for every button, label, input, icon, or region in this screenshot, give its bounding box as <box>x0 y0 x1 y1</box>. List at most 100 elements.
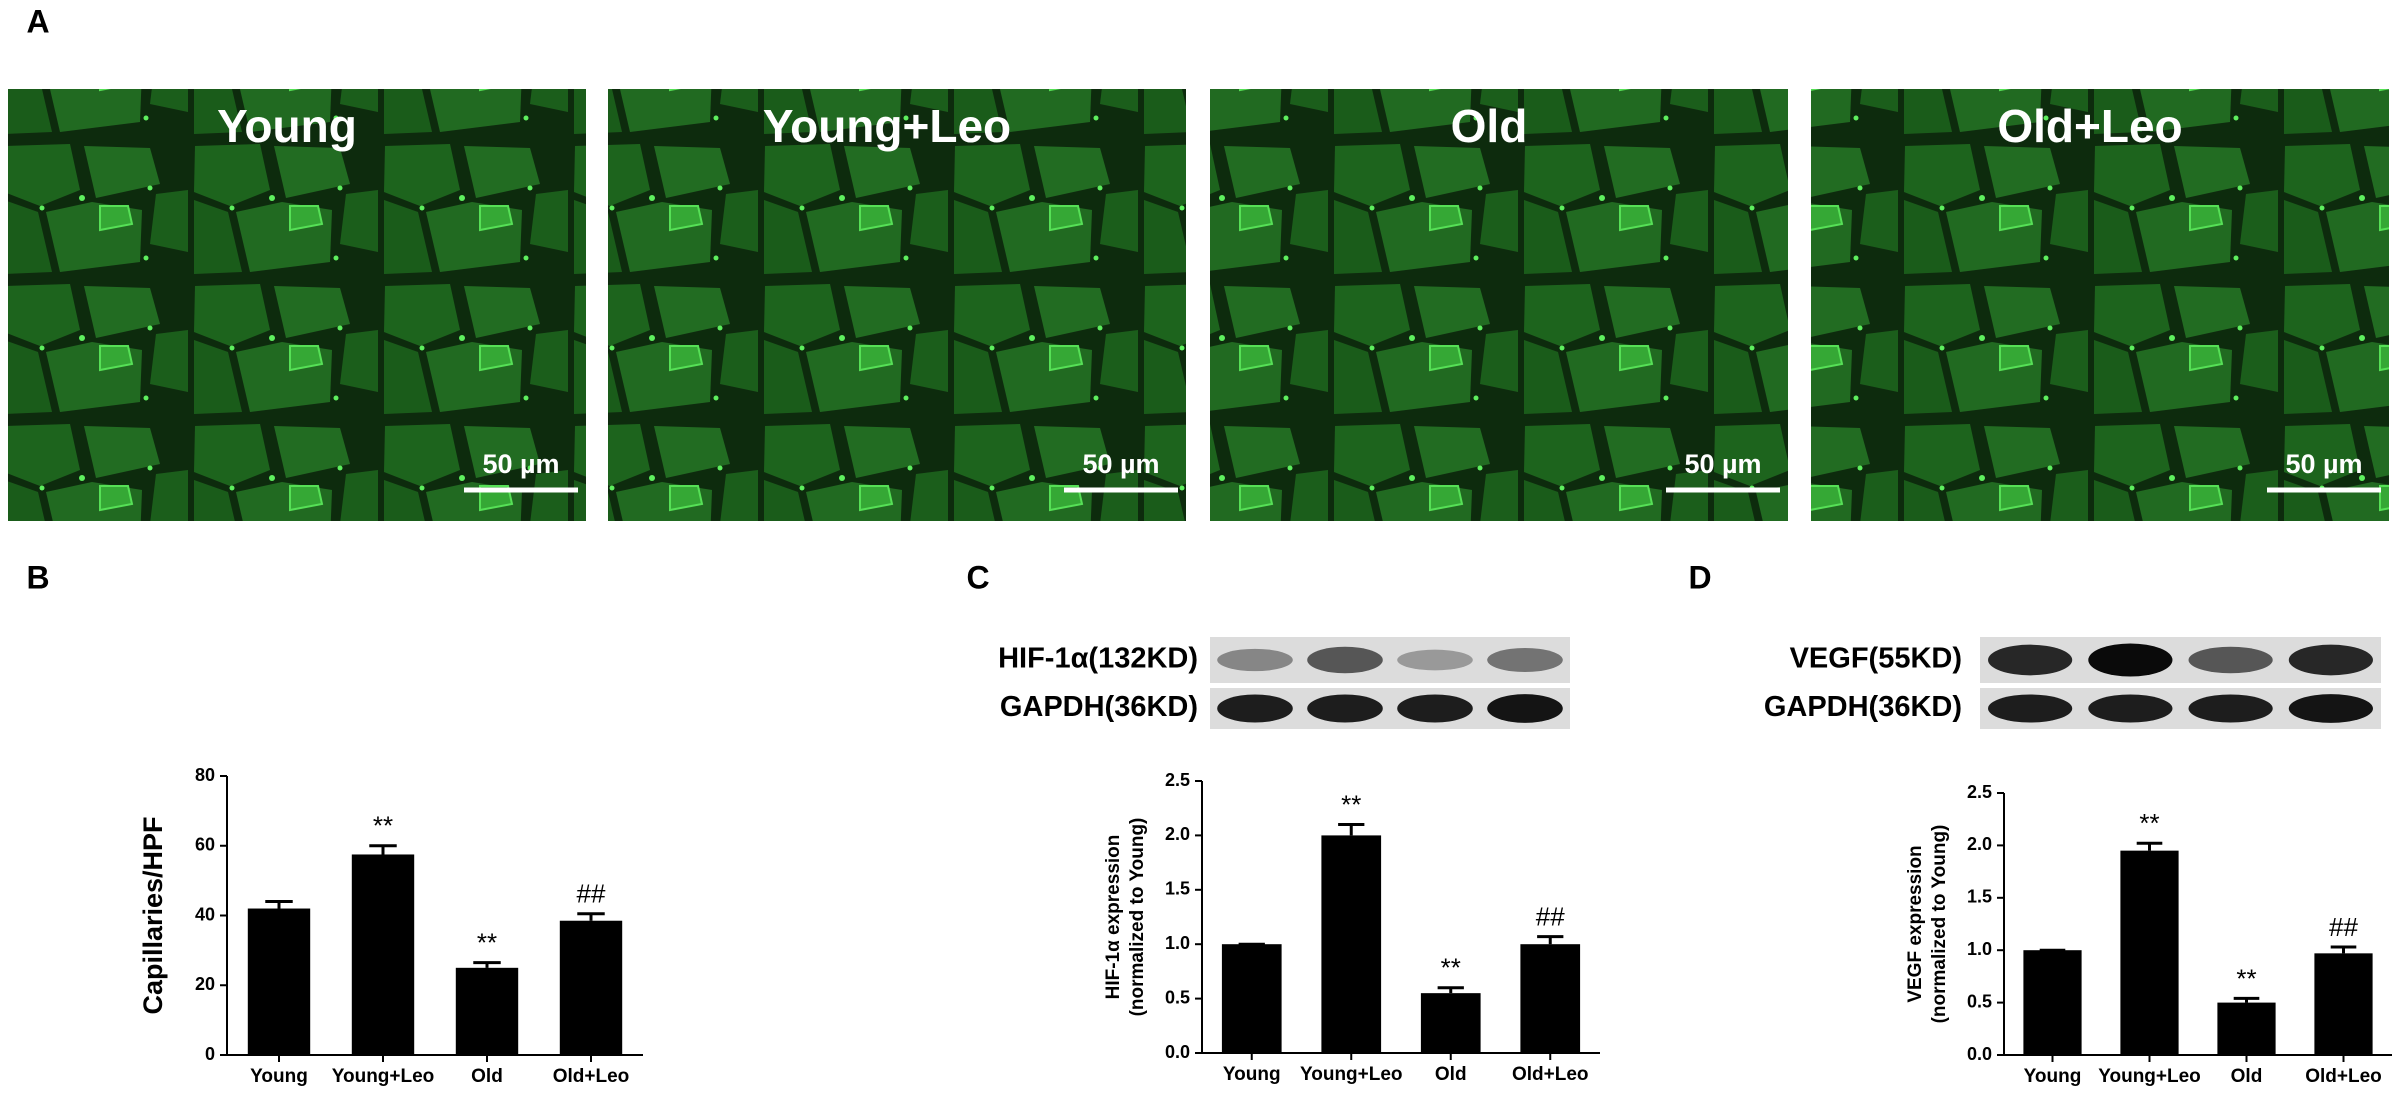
y-tick-label: 1.5 <box>1165 879 1190 899</box>
x-tick-label: Young+Leo <box>332 1066 435 1087</box>
x-tick-label: Old+Leo <box>1512 1064 1589 1085</box>
x-tick-label: Young <box>250 1066 308 1087</box>
blot-label: VEGF(55KD) <box>1790 643 1962 675</box>
error-bar <box>577 912 605 921</box>
y-tick-label: 1.0 <box>1165 933 1190 953</box>
y-tick-label: 0.5 <box>1967 991 1992 1011</box>
x-tick-label: Young <box>1223 1064 1281 1085</box>
blot-label: GAPDH(36KD) <box>1764 691 1962 723</box>
micrograph <box>1811 89 2389 521</box>
blot-band <box>1217 648 1293 672</box>
significance-label: ## <box>577 879 606 909</box>
y-tick-label: 80 <box>195 765 215 785</box>
error-bar <box>1537 935 1564 945</box>
blot-band <box>1397 649 1473 671</box>
y-axis-label: VEGF expression <box>1905 845 1926 1002</box>
y-tick-label: 20 <box>195 974 215 994</box>
blot-band <box>1988 694 2073 723</box>
micrograph <box>8 89 586 521</box>
image-label: Young+Leo <box>763 100 1011 152</box>
blot-band <box>2188 646 2273 674</box>
significance-label: ** <box>1441 953 1461 983</box>
charts: 0 20 40 60 80 Capillaries/HPF Young ** Young+Leo… <box>138 765 2392 1087</box>
significance-label: ** <box>2139 808 2159 838</box>
scale-bar-label: 50 µm <box>1082 449 1159 479</box>
blot-band <box>2188 694 2273 723</box>
y-tick-label: 40 <box>195 904 215 924</box>
bar <box>1420 993 1481 1053</box>
x-tick-label: Old+Leo <box>553 1066 630 1087</box>
micrograph <box>608 89 1186 521</box>
x-tick-label: Old <box>471 1066 503 1087</box>
blot-band <box>1487 694 1563 723</box>
significance-label: ** <box>1341 789 1361 819</box>
x-tick-label: Young+Leo <box>1300 1064 1403 1085</box>
y-axis-label: (normalized to Young) <box>1929 825 1950 1024</box>
error-bar <box>2136 841 2163 851</box>
bar <box>351 854 415 1055</box>
x-tick-label: Old <box>1435 1064 1467 1085</box>
bar <box>2217 1002 2276 1055</box>
error-bar <box>1437 986 1464 994</box>
bar <box>1520 944 1581 1053</box>
scale-bar-label: 50 µm <box>1684 449 1761 479</box>
blot-band <box>1307 694 1383 723</box>
error-bar <box>265 900 293 909</box>
y-tick-label: 0.5 <box>1165 987 1190 1007</box>
significance-label: ** <box>2236 963 2256 993</box>
image-label: Young <box>217 100 357 152</box>
bar <box>2023 950 2082 1055</box>
panel-label: C <box>966 559 989 595</box>
blot-band <box>1487 647 1563 673</box>
image-label: Old <box>1451 100 1528 152</box>
x-tick-label: Old+Leo <box>2305 1066 2382 1087</box>
micrographs: Young 50 µm Young+Leo 50 µm Old 50 µm Old+Leo 5… <box>8 89 2389 521</box>
bar <box>559 920 623 1055</box>
micrograph <box>1210 89 1788 521</box>
y-axis-label: Capillaries/HPF <box>138 816 168 1014</box>
y-tick-label: 2.0 <box>1165 824 1190 844</box>
significance-label: ** <box>373 811 393 841</box>
x-tick-label: Young <box>2024 1066 2082 1087</box>
bar <box>2120 850 2179 1055</box>
x-tick-label: Young+Leo <box>2098 1066 2201 1087</box>
image-label: Old+Leo <box>1997 100 2182 152</box>
error-bar <box>2233 996 2260 1003</box>
blot-band <box>1217 694 1293 723</box>
blot-label: HIF-1α(132KD) <box>998 643 1198 675</box>
significance-label: ** <box>477 927 497 957</box>
blot-band <box>2288 694 2373 723</box>
blot-band <box>2288 644 2373 676</box>
y-tick-label: 2.5 <box>1967 782 1992 802</box>
y-tick-label: 2.0 <box>1967 834 1992 854</box>
y-axis-label: HIF-1α expression <box>1103 835 1124 1000</box>
y-tick-label: 0.0 <box>1967 1044 1992 1064</box>
blot-band <box>2088 694 2173 723</box>
y-tick-label: 2.5 <box>1165 770 1190 790</box>
bar <box>2314 953 2373 1055</box>
blot-label: GAPDH(36KD) <box>1000 691 1198 723</box>
bar <box>247 908 311 1055</box>
error-bar <box>1338 823 1365 836</box>
bar <box>1321 835 1382 1053</box>
blot-band <box>1397 694 1473 723</box>
significance-label: ## <box>1536 901 1565 931</box>
y-tick-label: 0 <box>205 1044 215 1064</box>
scale-bar-label: 50 µm <box>482 449 559 479</box>
blot-band <box>2088 643 2173 677</box>
blot-band <box>1988 644 2073 676</box>
panel-label: D <box>1688 559 1711 595</box>
y-tick-label: 1.0 <box>1967 939 1992 959</box>
western-blots: HIF-1α(132KD) GAPDH(36KD) VEGF(55KD) GAPDH(… <box>998 637 2381 729</box>
error-bar <box>369 844 397 855</box>
panel-label: A <box>26 3 49 39</box>
error-bar <box>2330 945 2357 954</box>
y-tick-label: 1.5 <box>1967 887 1992 907</box>
significance-label: ## <box>2329 912 2358 942</box>
scale-bar-label: 50 µm <box>2285 449 2362 479</box>
x-tick-label: Old <box>2231 1066 2263 1087</box>
bar <box>455 967 519 1055</box>
bar <box>1221 944 1282 1053</box>
panel-label: B <box>26 559 49 595</box>
